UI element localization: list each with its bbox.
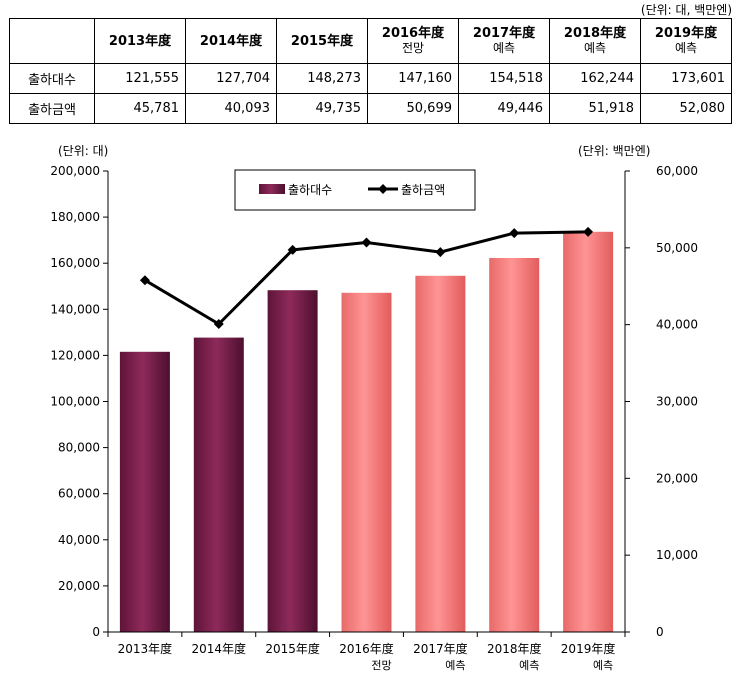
x-tick-note: 예측 (519, 659, 539, 672)
right-tick-label: 60,000 (656, 164, 698, 178)
right-tick-label: 50,000 (656, 241, 698, 255)
left-tick-label: 140,000 (50, 302, 100, 316)
left-tick-label: 40,000 (58, 533, 100, 547)
table-cell: 147,160 (367, 63, 459, 94)
x-tick-note: 예측 (445, 659, 465, 672)
legend-label-amount: 출하금액 (401, 183, 445, 197)
x-tick-label: 2017年度 (413, 641, 468, 656)
table-header-2016: 2016年度 전망 (367, 18, 459, 64)
legend-bar-swatch (259, 184, 285, 194)
left-tick-label: 60,000 (58, 487, 100, 501)
chart-axes: 0 20,000 40,000 60,000 80,000 100,000 120,000 1… (50, 164, 698, 672)
data-table: 2013年度 2014年度 2015年度 2016年度 전망 2017年度 예측 2… (9, 18, 732, 124)
right-tick-label: 10,000 (656, 548, 698, 562)
table-unit-note: (단위: 대, 백만엔) (640, 3, 732, 17)
left-axis-unit: (단위: 대) (58, 144, 108, 158)
row-label: 출하대수 (9, 63, 95, 94)
table-cell: 49,735 (276, 93, 368, 124)
right-tick-label: 20,000 (656, 471, 698, 485)
bar-2017年度 (415, 275, 466, 632)
table-cell: 121,555 (94, 63, 186, 94)
table-cell: 154,518 (458, 63, 550, 94)
x-tick-note: 예측 (593, 659, 613, 672)
x-tick-label: 2016年度 (339, 641, 394, 656)
bar-series (119, 231, 614, 633)
bar-2016年度 (341, 292, 392, 632)
legend: 출하대수 출하금액 (234, 169, 476, 211)
table-cell: 162,244 (549, 63, 641, 94)
bar-2019年度 (563, 231, 614, 633)
right-tick-label: 0 (656, 625, 664, 639)
table-header-2017: 2017年度 예측 (458, 18, 550, 64)
line-series (139, 226, 594, 329)
line-point-2013年度 (139, 275, 150, 286)
x-tick-note: 전망 (371, 659, 391, 672)
table-cell: 49,446 (458, 93, 550, 124)
right-axis-unit: (단위: 백만엔) (578, 144, 650, 158)
left-tick-label: 200,000 (50, 164, 100, 178)
table-cell: 127,704 (185, 63, 277, 94)
left-tick-label: 160,000 (50, 256, 100, 270)
x-tick-label: 2018年度 (487, 641, 542, 656)
combo-chart: (단위: 대) (단위: 백만엔) 0 20,000 40,000 60,000 80,… (50, 144, 698, 672)
x-tick-label: 2014年度 (192, 641, 247, 656)
table-cell: 148,273 (276, 63, 368, 94)
left-tick-label: 20,000 (58, 579, 100, 593)
left-tick-label: 80,000 (58, 441, 100, 455)
line-point-2015年度 (287, 244, 298, 255)
table-corner-cell (9, 18, 95, 64)
right-tick-label: 40,000 (656, 318, 698, 332)
x-tick-label: 2019年度 (561, 641, 616, 656)
table-header-2014: 2014年度 (185, 18, 277, 64)
line-point-2016年度 (361, 237, 372, 248)
bar-2013年度 (119, 351, 170, 632)
table-cell: 52,080 (640, 93, 732, 124)
table-header-2019: 2019年度 예측 (640, 18, 732, 64)
right-tick-label: 30,000 (656, 395, 698, 409)
line-point-2014年度 (213, 318, 224, 329)
bar-2015年度 (267, 290, 318, 632)
table-header-2015: 2015年度 (276, 18, 368, 64)
table-header-row: 2013年度 2014年度 2015年度 2016年度 전망 2017年度 예측 2… (9, 18, 732, 64)
table-header-2013: 2013年度 (94, 18, 186, 64)
line-point-2018年度 (509, 228, 520, 239)
table-cell: 40,093 (185, 93, 277, 124)
row-label: 출하금액 (9, 93, 95, 124)
x-tick-label: 2015年度 (265, 641, 320, 656)
table-cell: 173,601 (640, 63, 732, 94)
table-row-shipment-units: 출하대수 121,555 127,704 148,273 147,160 154… (9, 63, 732, 94)
left-tick-label: 0 (92, 625, 100, 639)
x-tick-label: 2013年度 (118, 641, 173, 656)
table-row-shipment-amount: 출하금액 45,781 40,093 49,735 50,699 49,446 … (9, 93, 732, 124)
table-cell: 50,699 (367, 93, 459, 124)
line-point-2017年度 (435, 247, 446, 258)
table-cell: 45,781 (94, 93, 186, 124)
table-cell: 51,918 (549, 93, 641, 124)
table-header-2018: 2018年度 예측 (549, 18, 641, 64)
legend-label-units: 출하대수 (288, 183, 332, 197)
left-tick-label: 100,000 (50, 395, 100, 409)
bar-2014年度 (193, 337, 244, 632)
left-tick-label: 180,000 (50, 210, 100, 224)
line-point-2019年度 (583, 226, 594, 237)
left-tick-label: 120,000 (50, 348, 100, 362)
legend-line-marker (378, 184, 388, 194)
bar-2018年度 (489, 258, 540, 632)
